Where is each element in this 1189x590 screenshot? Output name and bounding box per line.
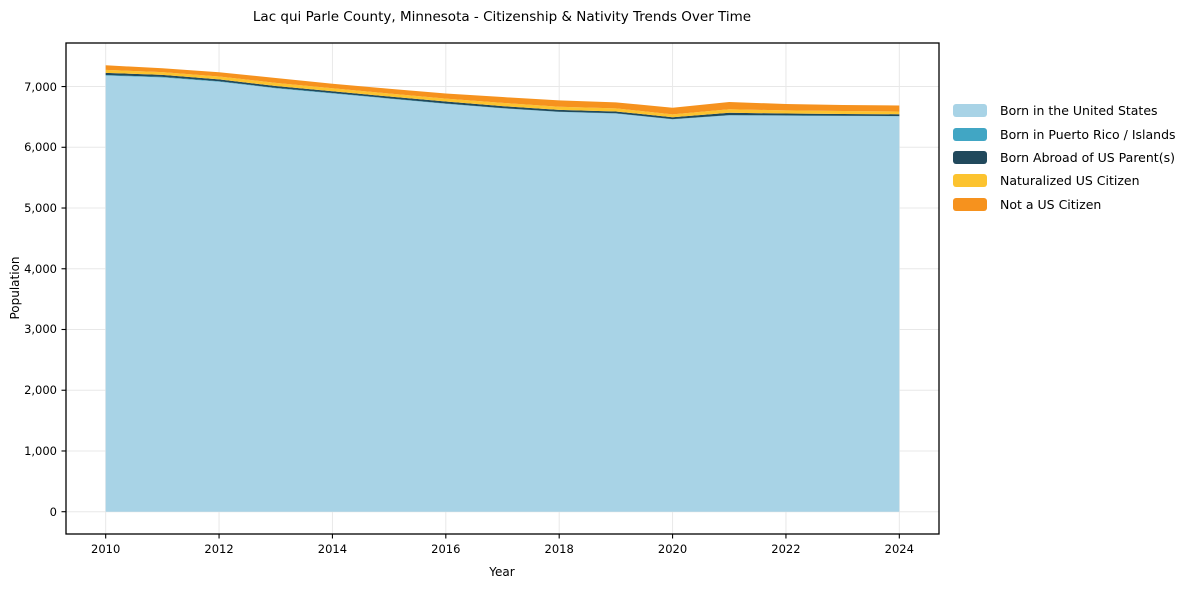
legend-swatch-puerto-rico (953, 127, 987, 141)
legend-label: Not a US Citizen (1000, 196, 1102, 212)
plot-frame (65, 42, 940, 535)
x-tick-label: 2018 (544, 542, 574, 556)
axis-ticks (61, 85, 900, 539)
y-tick-label: 3,000 (24, 322, 57, 337)
y-tick-label: 2,000 (24, 383, 57, 398)
x-tick-label: 2016 (431, 542, 461, 556)
x-axis-label: Year (489, 565, 515, 579)
y-axis-label: Population (8, 256, 22, 320)
x-tick-label: 2024 (884, 542, 914, 556)
x-tick-label: 2014 (317, 542, 348, 556)
legend-item: Born in the United States (953, 99, 1176, 122)
legend-item: Naturalized US Citizen (953, 169, 1176, 192)
y-tick-label: 6,000 (24, 140, 57, 155)
legend-item: Born in Puerto Rico / Islands (953, 122, 1176, 145)
y-tick-label: 5,000 (24, 201, 57, 216)
legend-swatch-born-us (953, 104, 987, 118)
x-tick-label: 2022 (771, 542, 801, 556)
x-tick-label: 2020 (657, 542, 688, 556)
legend: Born in the United States Born in Puerto… (953, 99, 1176, 216)
x-tick-label: 2012 (204, 542, 234, 556)
area-born-abroad-of-us-parent-s- (105, 72, 900, 120)
legend-item: Not a US Citizen (953, 193, 1176, 216)
chart-title: Lac qui Parle County, Minnesota - Citize… (252, 9, 752, 25)
legend-swatch-not-citizen (953, 197, 987, 211)
legend-label: Born in Puerto Rico / Islands (1000, 126, 1176, 142)
legend-label: Born Abroad of US Parent(s) (1000, 149, 1175, 165)
x-tick-label: 2010 (91, 542, 121, 556)
legend-swatch-naturalized (953, 174, 987, 188)
stacked-areas (105, 65, 900, 512)
legend-swatch-born-abroad (953, 150, 987, 164)
y-tick-label: 4,000 (24, 261, 57, 276)
area-born-in-the-united-states (105, 75, 900, 512)
y-tick-label: 7,000 (24, 79, 57, 94)
legend-label: Naturalized US Citizen (1000, 173, 1140, 189)
area-not-a-us-citizen (105, 65, 900, 115)
legend-label: Born in the United States (1000, 103, 1158, 119)
y-tick-label: 0 (49, 504, 57, 519)
area-naturalized-us-citizen (105, 69, 900, 118)
y-tick-label: 1,000 (24, 443, 57, 458)
legend-item: Born Abroad of US Parent(s) (953, 146, 1176, 169)
